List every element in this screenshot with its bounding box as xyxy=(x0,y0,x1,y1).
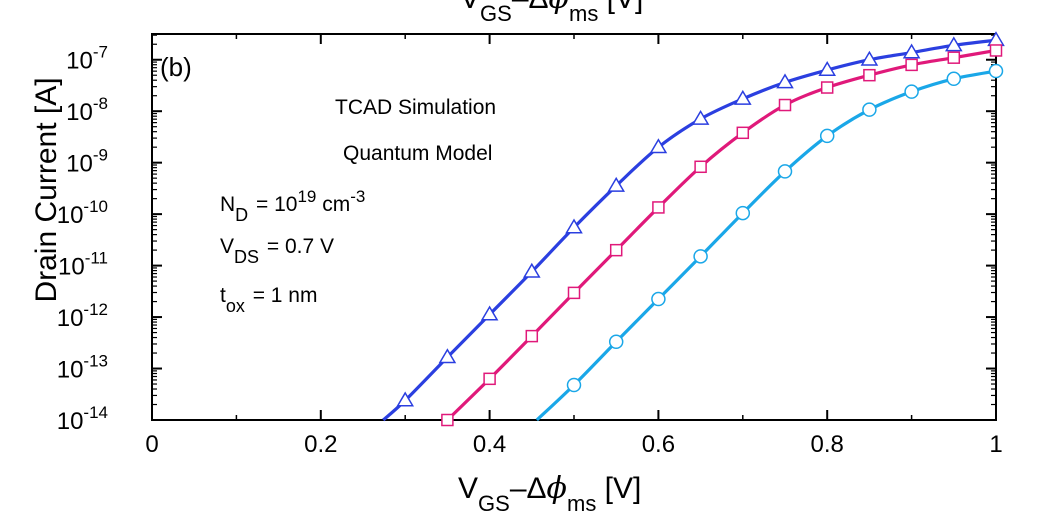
data-point-triangle xyxy=(649,138,668,154)
data-point-square xyxy=(694,160,707,174)
x-tick-label: 0.2 xyxy=(304,431,337,458)
data-point-triangle xyxy=(944,36,963,52)
y-tick-label: 10-8 xyxy=(66,94,108,126)
x-tick-label: 0.8 xyxy=(811,431,844,458)
data-point-square xyxy=(525,329,539,343)
data-point-circle xyxy=(608,334,624,350)
data-point-triangle xyxy=(902,43,921,59)
data-point-square xyxy=(989,44,1003,57)
annotation-nd: ND = 1019 cm-3 xyxy=(220,187,365,226)
annotation-tox: tox = 1 nm xyxy=(220,284,317,316)
data-point-square xyxy=(778,98,792,112)
series-square xyxy=(441,44,1003,427)
series-layer xyxy=(382,31,1005,427)
data-point-triangle xyxy=(396,391,415,407)
data-point-square xyxy=(905,58,918,72)
data-point-circle xyxy=(988,63,1004,79)
y-tick-label: 10-12 xyxy=(57,300,108,332)
data-point-square xyxy=(652,201,665,214)
data-point-triangle xyxy=(607,176,626,192)
y-tick-labels: 10-7 10-8 10-9 10-10 10-11 10-12 10-13 10-14 xyxy=(57,43,108,435)
plot-area xyxy=(151,31,1005,427)
annotation-vds: VDS = 0.7 V xyxy=(220,235,334,267)
y-tick-label: 10-10 xyxy=(57,197,108,229)
annotation-quantum: Quantum Model xyxy=(343,142,492,165)
data-point-circle xyxy=(862,102,877,117)
y-axis-title: Drain Current [A] xyxy=(30,77,63,302)
data-point-triangle xyxy=(480,305,499,321)
x-axis-title: VGS–Δϕms [V] xyxy=(458,471,641,516)
data-point-circle xyxy=(904,84,919,99)
x-tick-label: 0 xyxy=(145,431,158,458)
series-line-circle xyxy=(535,69,997,422)
data-point-triangle xyxy=(691,109,710,125)
data-point-square xyxy=(863,68,876,82)
annotation-tcad: TCAD Simulation xyxy=(335,96,496,119)
y-tick-label: 10-13 xyxy=(57,352,108,384)
series-triangle xyxy=(382,31,1005,422)
data-point-square xyxy=(820,81,834,94)
x-tick-label: 0.6 xyxy=(642,431,675,458)
data-point-square xyxy=(947,51,961,64)
data-point-triangle xyxy=(860,50,879,66)
x-tick-label: 1 xyxy=(989,431,1002,458)
series-circle xyxy=(535,63,1004,422)
data-point-circle xyxy=(946,71,962,87)
top-cut-xlabel: VGS–Δϕms [V] xyxy=(460,0,643,26)
data-point-square xyxy=(441,413,454,427)
data-point-circle xyxy=(735,205,751,221)
y-tick-label: 10-7 xyxy=(66,43,108,75)
panel-label: (b) xyxy=(160,52,192,82)
y-tick-label: 10-11 xyxy=(58,249,108,281)
data-point-triangle xyxy=(565,218,583,234)
data-point-triangle xyxy=(438,348,457,364)
data-point-square xyxy=(609,243,623,257)
data-point-circle xyxy=(777,164,793,179)
data-point-circle xyxy=(566,377,582,393)
data-point-square xyxy=(567,286,581,300)
data-point-triangle xyxy=(776,73,794,89)
data-point-triangle xyxy=(733,89,752,105)
data-point-triangle xyxy=(522,262,541,278)
y-tick-label: 10-14 xyxy=(57,403,108,435)
x-tick-label: 0.4 xyxy=(473,431,506,458)
x-tick-labels: 0 0.2 0.4 0.6 0.8 1 xyxy=(145,431,1002,458)
data-point-circle xyxy=(819,128,835,144)
y-tick-label: 10-9 xyxy=(66,146,108,178)
data-point-square xyxy=(736,126,750,140)
data-point-circle xyxy=(651,291,666,307)
series-line-triangle xyxy=(382,38,997,422)
data-point-triangle xyxy=(818,61,837,77)
data-point-circle xyxy=(693,249,708,264)
data-point-square xyxy=(483,372,496,386)
